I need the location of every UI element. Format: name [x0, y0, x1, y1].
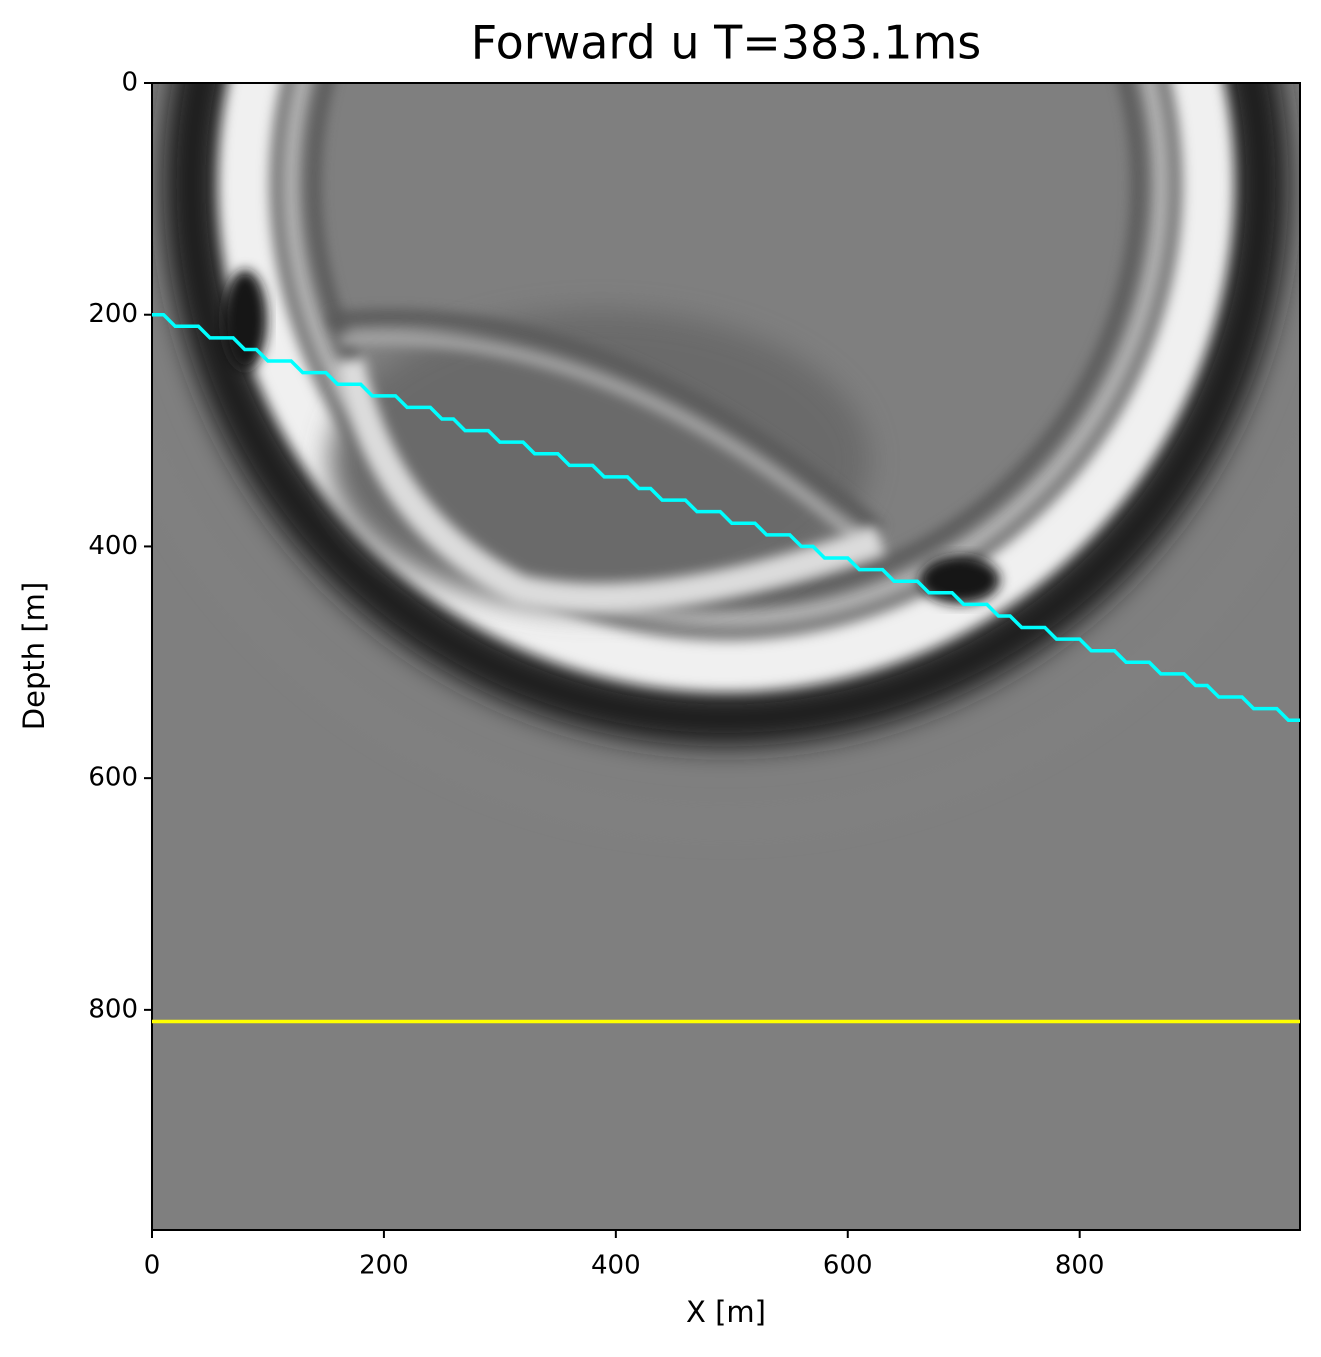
x-tick-label: 400 — [591, 1251, 641, 1281]
y-tick-label: 200 — [88, 299, 138, 329]
chart-title: Forward u T=383.1ms — [471, 16, 982, 70]
x-tick-label: 0 — [144, 1251, 161, 1281]
data-line — [152, 312, 1300, 722]
y-tick-label: 800 — [88, 994, 138, 1024]
x-tick-label: 600 — [823, 1251, 873, 1281]
wavefield-image — [152, 83, 1300, 1230]
y-axis-label: Depth [m] — [17, 582, 51, 730]
y-tick-label: 0 — [121, 68, 138, 98]
plot-frame — [151, 82, 1301, 1231]
x-tick-label: 200 — [359, 1251, 409, 1281]
y-tick-label: 600 — [88, 763, 138, 793]
x-axis-label: X [m] — [686, 1295, 766, 1329]
y-tick-label: 400 — [88, 531, 138, 561]
x-tick-label: 800 — [1055, 1251, 1105, 1281]
